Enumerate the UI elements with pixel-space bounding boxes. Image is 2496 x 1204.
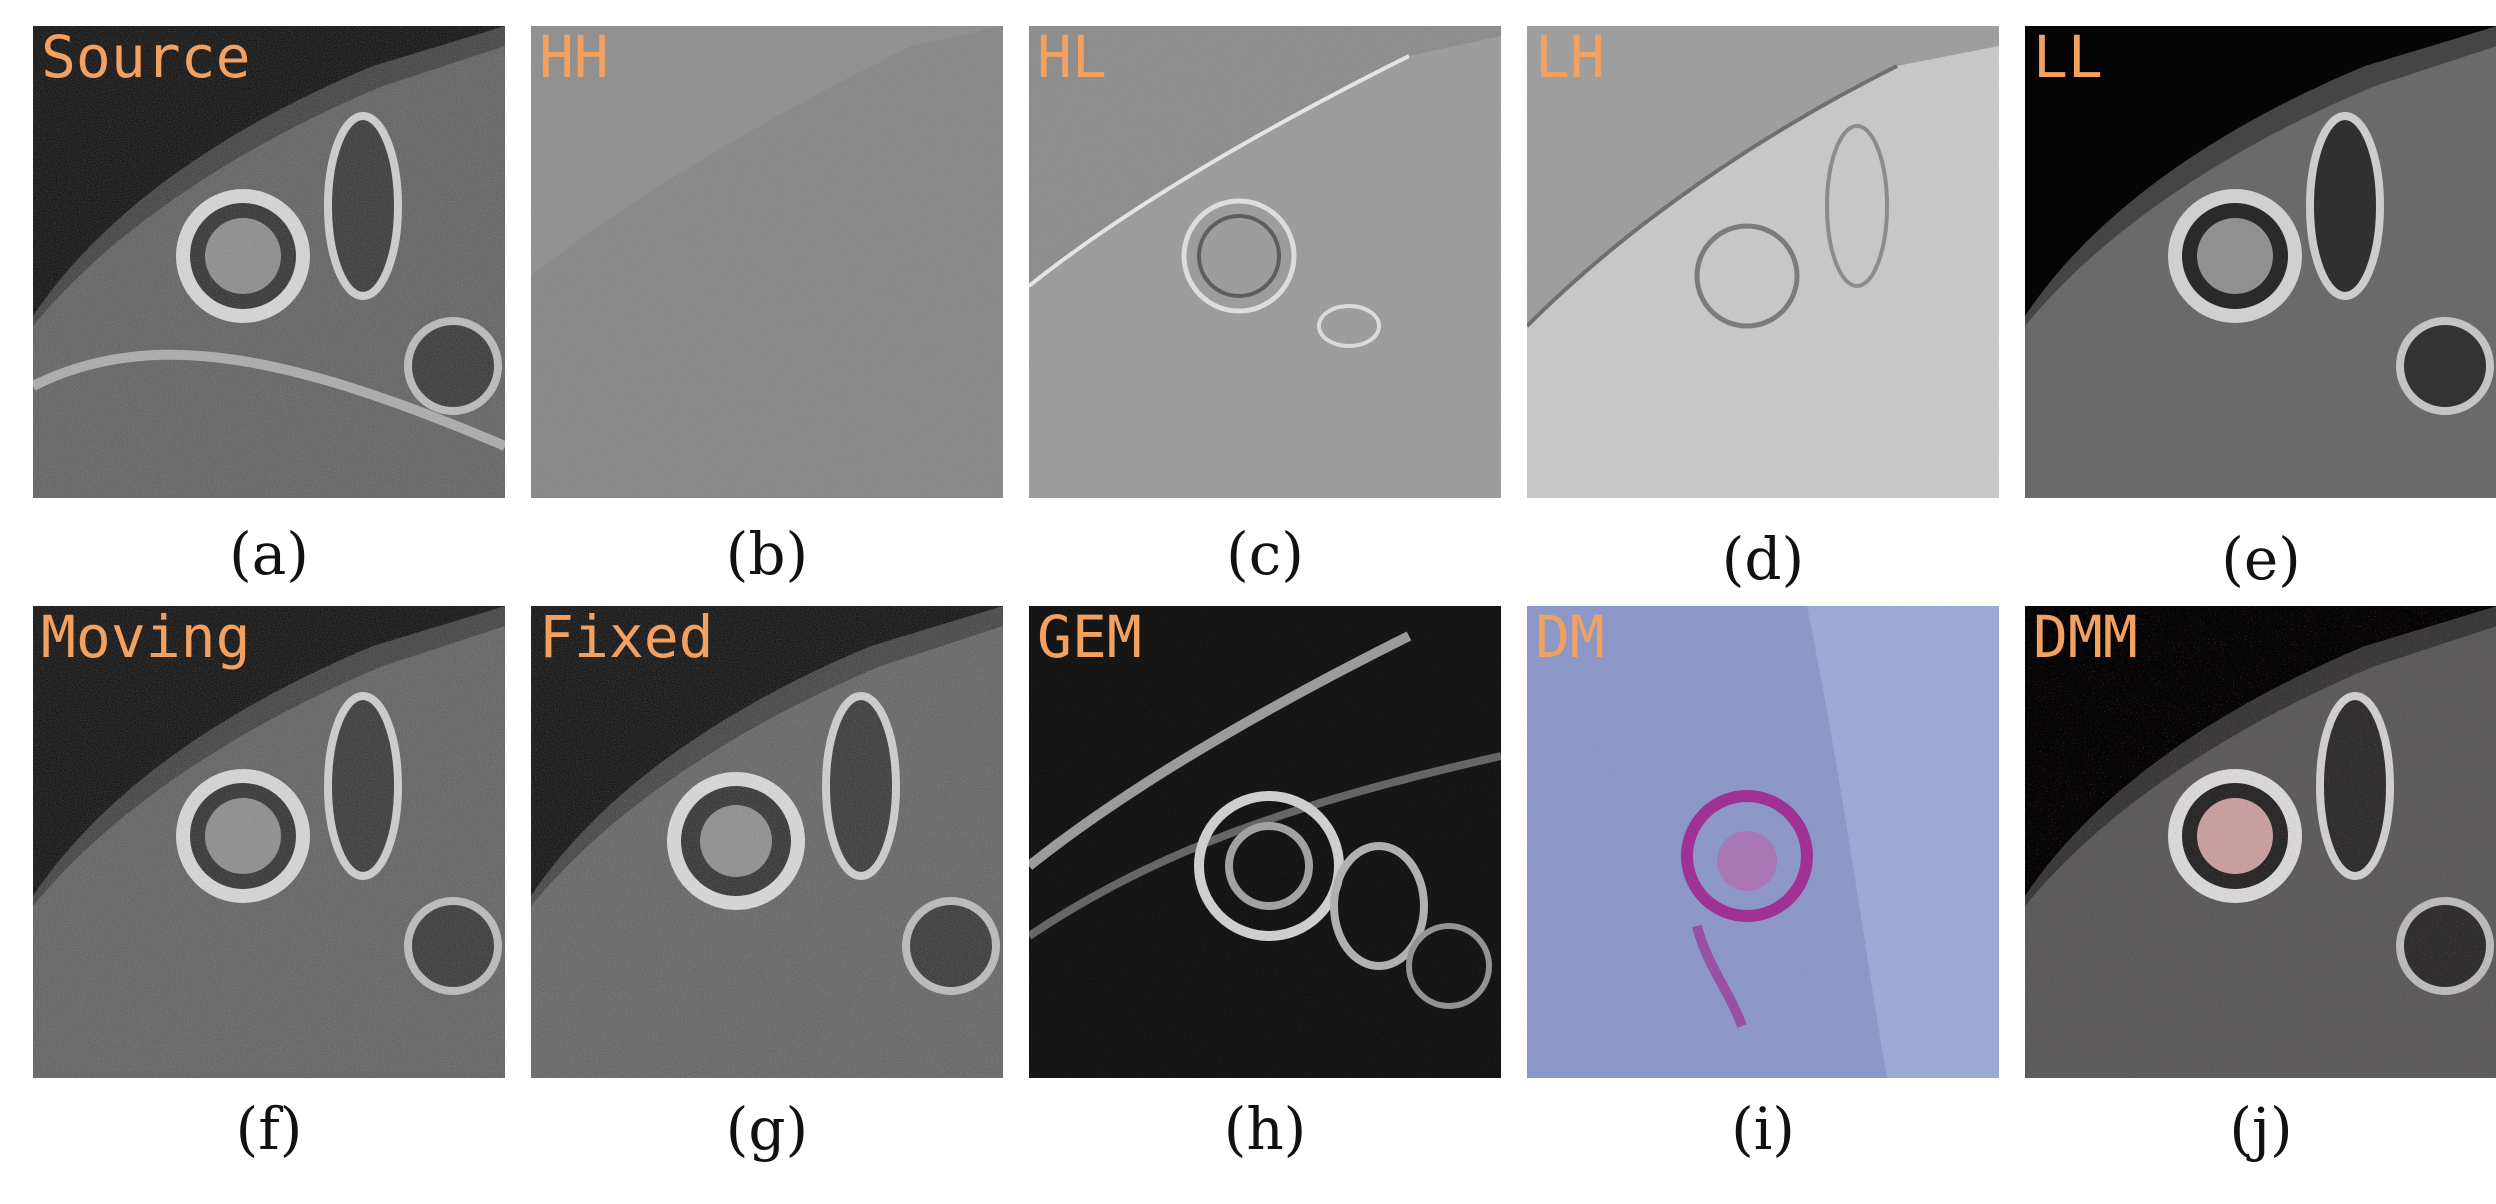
panel-h: GEM (1029, 606, 1501, 1078)
gradient-edge-map-image (1029, 606, 1501, 1078)
panel-label: GEM (1037, 606, 1142, 671)
panel-label: HL (1037, 26, 1107, 91)
panel-label: Fixed (539, 606, 714, 671)
panel-i: DM (1527, 606, 1999, 1078)
panel-label: LL (2033, 26, 2103, 91)
deformation-map-image (1527, 606, 1999, 1078)
wavelet-hl-image (1029, 26, 1501, 498)
panel-label: Moving (41, 606, 251, 671)
wavelet-hh-image (531, 26, 1003, 498)
panel-b: HH (531, 26, 1003, 498)
panel-f: Moving (33, 606, 505, 1078)
panel-a: Source (33, 26, 505, 498)
caption-h: (h) (1223, 1095, 1307, 1163)
panel-j: DMM (2025, 606, 2496, 1078)
caption-g: (g) (725, 1095, 809, 1163)
deformation-magnitude-overlay-image (2025, 606, 2496, 1078)
wavelet-ll-image (2025, 26, 2496, 498)
caption-d: (d) (1721, 525, 1805, 593)
panel-g: Fixed (531, 606, 1003, 1078)
caption-j: (j) (2229, 1095, 2293, 1163)
panel-c: HL (1029, 26, 1501, 498)
panel-label: DMM (2033, 606, 2138, 671)
caption-a: (a) (229, 520, 309, 588)
caption-e: (e) (2221, 525, 2301, 593)
wavelet-lh-image (1527, 26, 1999, 498)
mri-fixed-image (531, 606, 1003, 1078)
mri-source-image (33, 26, 505, 498)
panel-d: LH (1527, 26, 1999, 498)
panel-label: LH (1535, 26, 1605, 91)
caption-f: (f) (235, 1095, 303, 1163)
caption-c: (c) (1226, 520, 1304, 588)
caption-i: (i) (1731, 1095, 1795, 1163)
panel-label: DM (1535, 606, 1605, 671)
panel-label: HH (539, 26, 609, 91)
panel-e: LL (2025, 26, 2496, 498)
caption-b: (b) (725, 520, 809, 588)
panel-label: Source (41, 26, 251, 91)
mri-moving-image (33, 606, 505, 1078)
